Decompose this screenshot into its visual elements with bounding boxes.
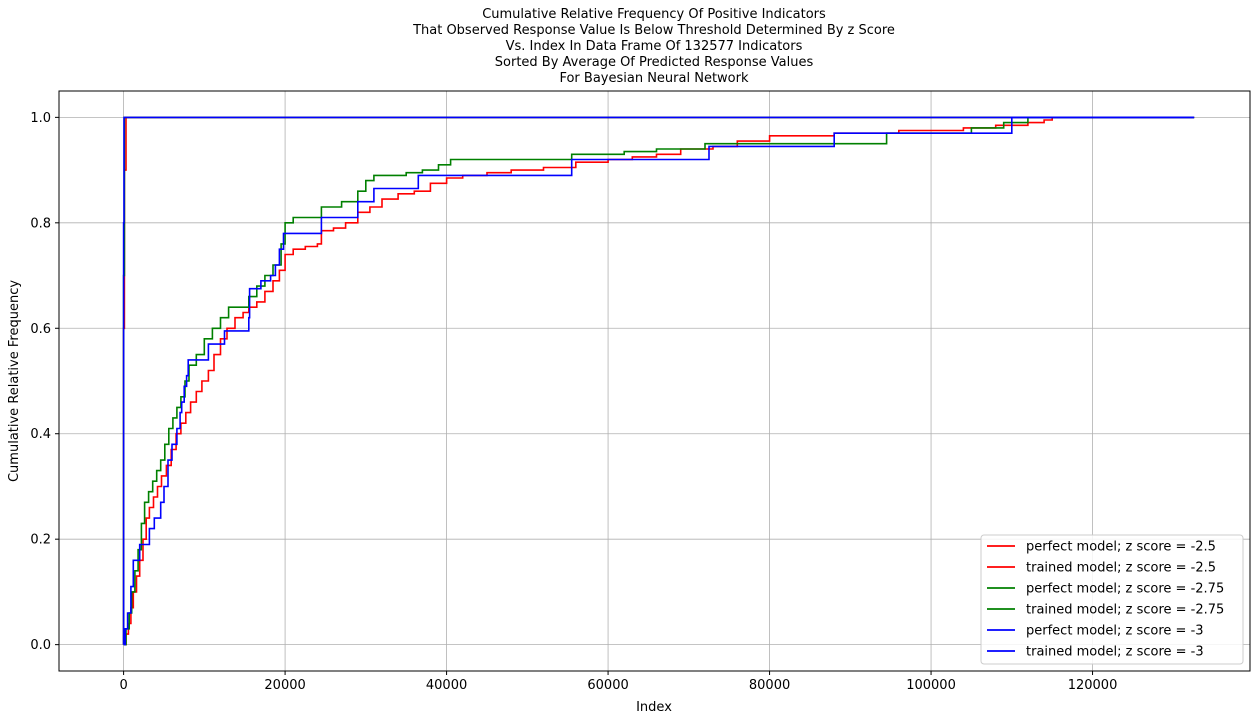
x-tick-label: 120000 xyxy=(1068,678,1118,693)
series-lines xyxy=(122,116,1195,646)
y-axis-label: Cumulative Relative Frequency xyxy=(7,280,22,482)
legend-label-5: perfect model; z score = -3 xyxy=(1026,624,1204,639)
legend: perfect model; z score = -2.5 trained mod… xyxy=(980,534,1244,665)
legend-label-6: trained model; z score = -3 xyxy=(1026,645,1204,660)
legend-box xyxy=(980,534,1244,665)
x-tick-label: 60000 xyxy=(587,678,628,693)
plot-frame xyxy=(58,90,1251,672)
x-tick-label: 0 xyxy=(119,678,127,693)
y-tick-label: 0.8 xyxy=(30,216,51,231)
y-tick-label: 0.2 xyxy=(30,533,51,548)
chart-title: Cumulative Relative Frequency Of Positiv… xyxy=(412,7,895,86)
x-axis-label: Index xyxy=(636,700,672,715)
title-line-2: That Observed Response Value Is Below Th… xyxy=(412,23,895,38)
x-tick-label: 20000 xyxy=(264,678,305,693)
x-tick-label: 100000 xyxy=(906,678,956,693)
y-tick-label: 0.4 xyxy=(30,427,51,442)
x-axis-ticks: 0 20000 40000 60000 80000 100000 120000 xyxy=(119,671,1117,693)
y-tick-label: 0.0 xyxy=(30,638,51,653)
x-tick-label: 40000 xyxy=(426,678,467,693)
y-tick-label: 0.6 xyxy=(30,322,51,337)
title-line-3: Vs. Index In Data Frame Of 132577 Indica… xyxy=(506,39,803,54)
y-tick-label: 1.0 xyxy=(30,111,51,126)
legend-label-1: perfect model; z score = -2.5 xyxy=(1026,540,1216,555)
series-line-5 xyxy=(122,116,1195,645)
title-line-5: For Bayesian Neural Network xyxy=(559,71,749,86)
series-line-6 xyxy=(123,116,1195,646)
legend-label-2: trained model; z score = -2.5 xyxy=(1026,561,1216,576)
title-line-4: Sorted By Average Of Predicted Response … xyxy=(495,55,814,70)
series-line-2 xyxy=(123,116,1195,646)
legend-label-3: perfect model; z score = -2.75 xyxy=(1026,582,1224,597)
y-axis-ticks: 0.0 0.2 0.4 0.6 0.8 1.0 xyxy=(30,111,59,653)
title-line-1: Cumulative Relative Frequency Of Positiv… xyxy=(482,7,826,22)
x-tick-label: 80000 xyxy=(749,678,790,693)
legend-label-4: trained model; z score = -2.75 xyxy=(1026,603,1224,618)
